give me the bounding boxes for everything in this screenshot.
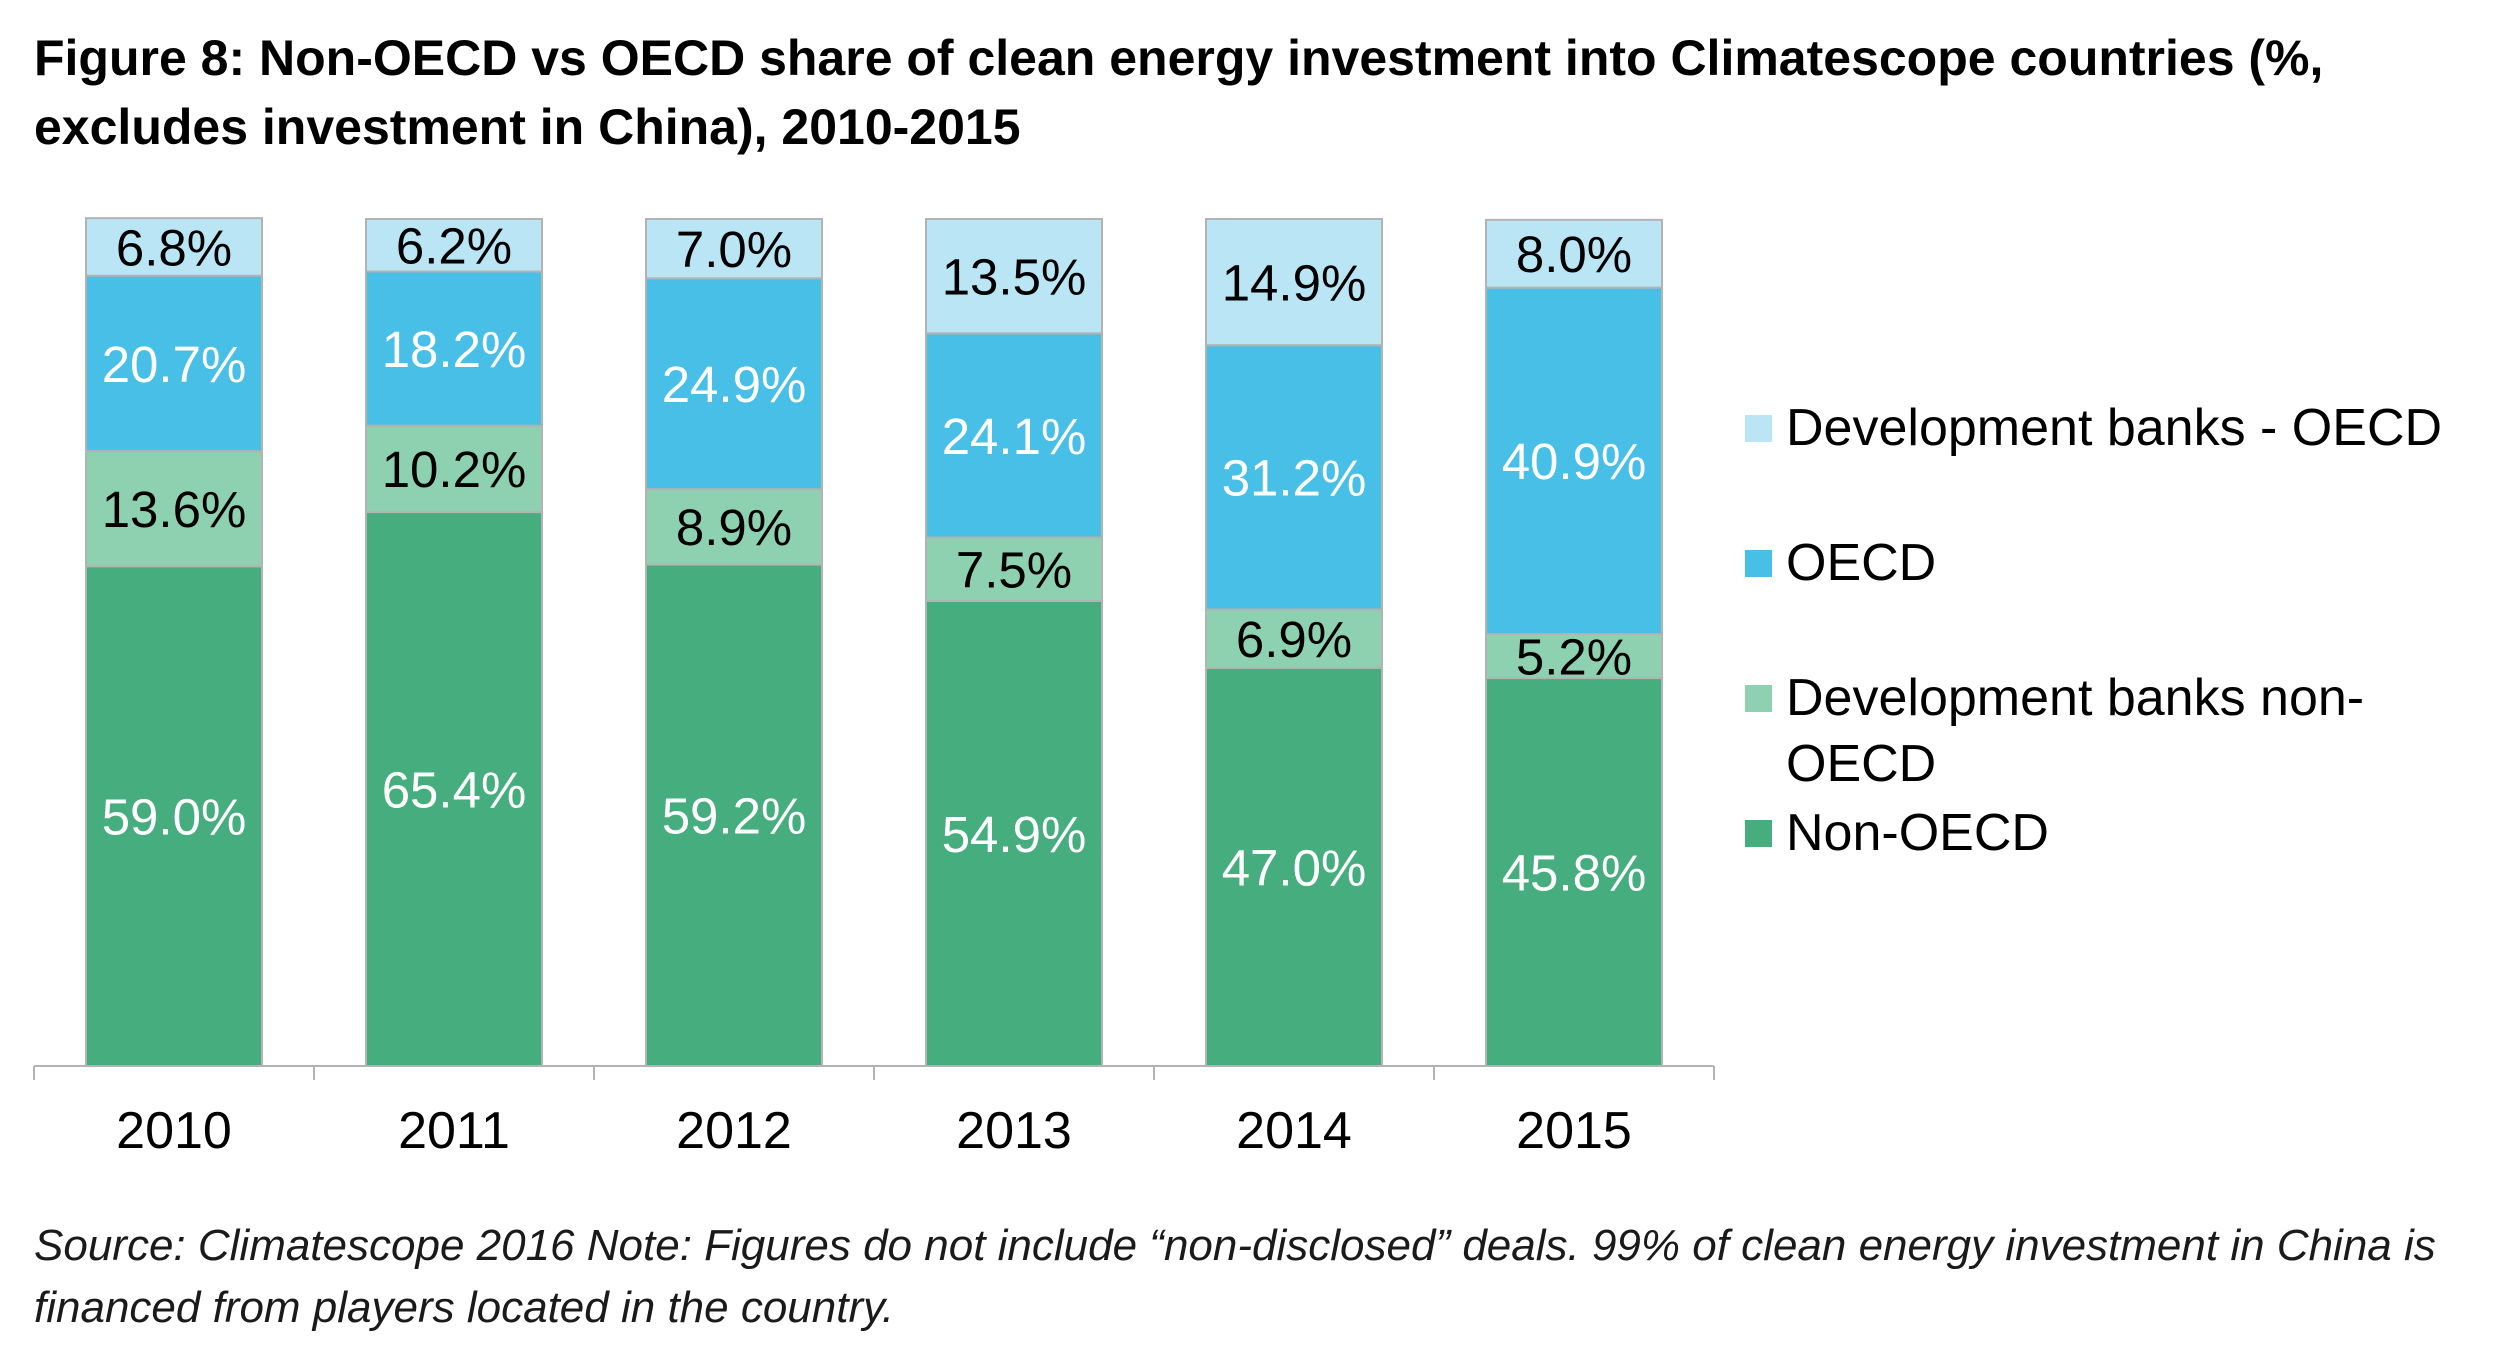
x-axis: 2010 2011 2012 2013 2014 2015 bbox=[33, 1065, 1715, 1160]
bar-segment-2015-series-0 bbox=[1485, 677, 1663, 1067]
data-label-2010-series-3: 6.8% bbox=[116, 219, 232, 276]
bar-segment-2013-series-2 bbox=[925, 332, 1103, 539]
data-label-2015-series-3: 8.0% bbox=[1516, 226, 1632, 283]
legend-label: Development banks - OECD bbox=[1786, 399, 2443, 457]
data-label-2012-series-3: 7.0% bbox=[676, 221, 792, 278]
x-tick-label-2010: 2010 bbox=[116, 1102, 232, 1160]
data-label-2011-series-0: 65.4% bbox=[382, 761, 527, 818]
data-label-2015-series-2: 40.9% bbox=[1502, 433, 1647, 490]
data-label-2012-series-1: 8.9% bbox=[676, 499, 792, 556]
legend-swatch bbox=[1745, 685, 1772, 712]
bar-segment-2014-series-2 bbox=[1205, 344, 1383, 611]
data-label-2010-series-2: 20.7% bbox=[102, 336, 247, 393]
bar-segment-2011-series-1 bbox=[365, 424, 543, 514]
bars-layer: 59.0% 13.6% 20.7% 6.8% 65.4% 10.2% 18.2% 6.2% 59… bbox=[85, 217, 1663, 1068]
bar-segment-2013-series-0 bbox=[925, 599, 1103, 1067]
x-tick-label-2014: 2014 bbox=[1236, 1102, 1352, 1160]
legend-item: Development banks non- OECD bbox=[1745, 665, 2505, 797]
legend-item: Non-OECD bbox=[1745, 800, 2505, 866]
bar-segment-2012-series-2 bbox=[645, 277, 823, 491]
bar-segment-2013-series-3 bbox=[925, 218, 1103, 335]
legend-label: Non-OECD bbox=[1786, 804, 2049, 862]
legend-swatch bbox=[1745, 415, 1772, 442]
data-label-2012-series-2: 24.9% bbox=[662, 356, 807, 413]
x-tick-label-2015: 2015 bbox=[1516, 1102, 1632, 1160]
bar-segment-2015-series-3 bbox=[1485, 218, 1663, 289]
legend-swatch bbox=[1745, 820, 1772, 847]
legend-item: OECD bbox=[1745, 530, 2505, 596]
bar-segment-2015-series-1 bbox=[1485, 633, 1663, 680]
data-label-2015-series-1: 5.2% bbox=[1516, 628, 1632, 685]
bar-segment-2012-series-0 bbox=[645, 563, 823, 1067]
data-label-2013-series-1: 7.5% bbox=[956, 542, 1072, 599]
bar-segment-2014-series-0 bbox=[1205, 666, 1383, 1067]
legend-label: Development banks non- OECD bbox=[1786, 669, 2365, 793]
data-label-2012-series-0: 59.2% bbox=[662, 788, 807, 845]
data-label-2014-series-0: 47.0% bbox=[1222, 839, 1367, 896]
data-label-2015-series-0: 45.8% bbox=[1502, 844, 1647, 901]
data-label-2014-series-2: 31.2% bbox=[1222, 450, 1367, 507]
data-label-2011-series-1: 10.2% bbox=[382, 441, 527, 498]
data-label-2013-series-3: 13.5% bbox=[942, 249, 1087, 306]
bar-segment-2013-series-1 bbox=[925, 536, 1103, 602]
bar-segment-2010-series-1 bbox=[85, 450, 263, 568]
bar-segment-2011-series-3 bbox=[365, 218, 543, 273]
data-label-2014-series-3: 14.9% bbox=[1222, 254, 1367, 311]
x-tick-label-2012: 2012 bbox=[676, 1102, 792, 1160]
data-label-2014-series-1: 6.9% bbox=[1236, 611, 1352, 668]
bar-segment-2014-series-1 bbox=[1205, 608, 1383, 669]
bar-segment-2012-series-3 bbox=[645, 218, 823, 280]
legend: Development banks - OECD OECD Development … bbox=[1745, 395, 2505, 935]
legend-label: OECD bbox=[1786, 534, 1937, 592]
legend-item: Development banks - OECD bbox=[1745, 395, 2505, 461]
bar-segment-2011-series-2 bbox=[365, 270, 543, 427]
data-label-2011-series-3: 6.2% bbox=[396, 218, 512, 275]
x-tick-label-2011: 2011 bbox=[398, 1102, 510, 1160]
bar-segment-2012-series-1 bbox=[645, 488, 823, 566]
data-label-2010-series-0: 59.0% bbox=[102, 788, 247, 845]
data-label-2010-series-1: 13.6% bbox=[102, 481, 247, 538]
bar-segment-2010-series-3 bbox=[85, 217, 263, 277]
data-label-2011-series-2: 18.2% bbox=[382, 321, 527, 378]
chart-title: Figure 8: Non-OECD vs OECD share of clea… bbox=[34, 30, 2324, 155]
source-note: Source: Climatescope 2016 Note: Figures … bbox=[34, 1221, 2436, 1332]
legend-swatch bbox=[1745, 550, 1772, 577]
bar-segment-2014-series-3 bbox=[1205, 218, 1383, 347]
data-label-2013-series-2: 24.1% bbox=[942, 408, 1087, 465]
x-tick-label-2013: 2013 bbox=[956, 1102, 1072, 1160]
data-label-2013-series-0: 54.9% bbox=[942, 806, 1087, 863]
bar-segment-2015-series-2 bbox=[1485, 286, 1663, 636]
bar-segment-2011-series-0 bbox=[365, 511, 543, 1067]
